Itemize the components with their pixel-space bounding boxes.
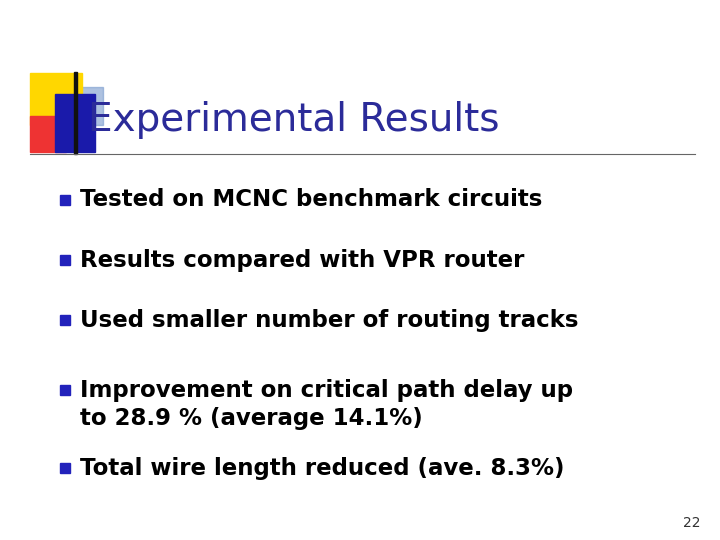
Bar [60,463,70,473]
Bar [60,385,70,395]
Text: to 28.9 % (average 14.1%): to 28.9 % (average 14.1%) [80,407,423,429]
Bar [68,87,103,125]
Text: 22: 22 [683,516,700,530]
Text: Improvement on critical path delay up: Improvement on critical path delay up [80,379,573,402]
Bar [30,116,66,152]
Text: Tested on MCNC benchmark circuits: Tested on MCNC benchmark circuits [80,188,542,212]
Text: Total wire length reduced (ave. 8.3%): Total wire length reduced (ave. 8.3%) [80,456,564,480]
Bar [30,73,82,125]
Text: Experimental Results: Experimental Results [88,101,500,139]
Bar [55,94,95,152]
Bar [60,195,70,205]
Bar [60,255,70,265]
Text: Results compared with VPR router: Results compared with VPR router [80,248,524,272]
Text: Used smaller number of routing tracks: Used smaller number of routing tracks [80,308,578,332]
Bar [60,315,70,325]
Bar [74,72,77,154]
